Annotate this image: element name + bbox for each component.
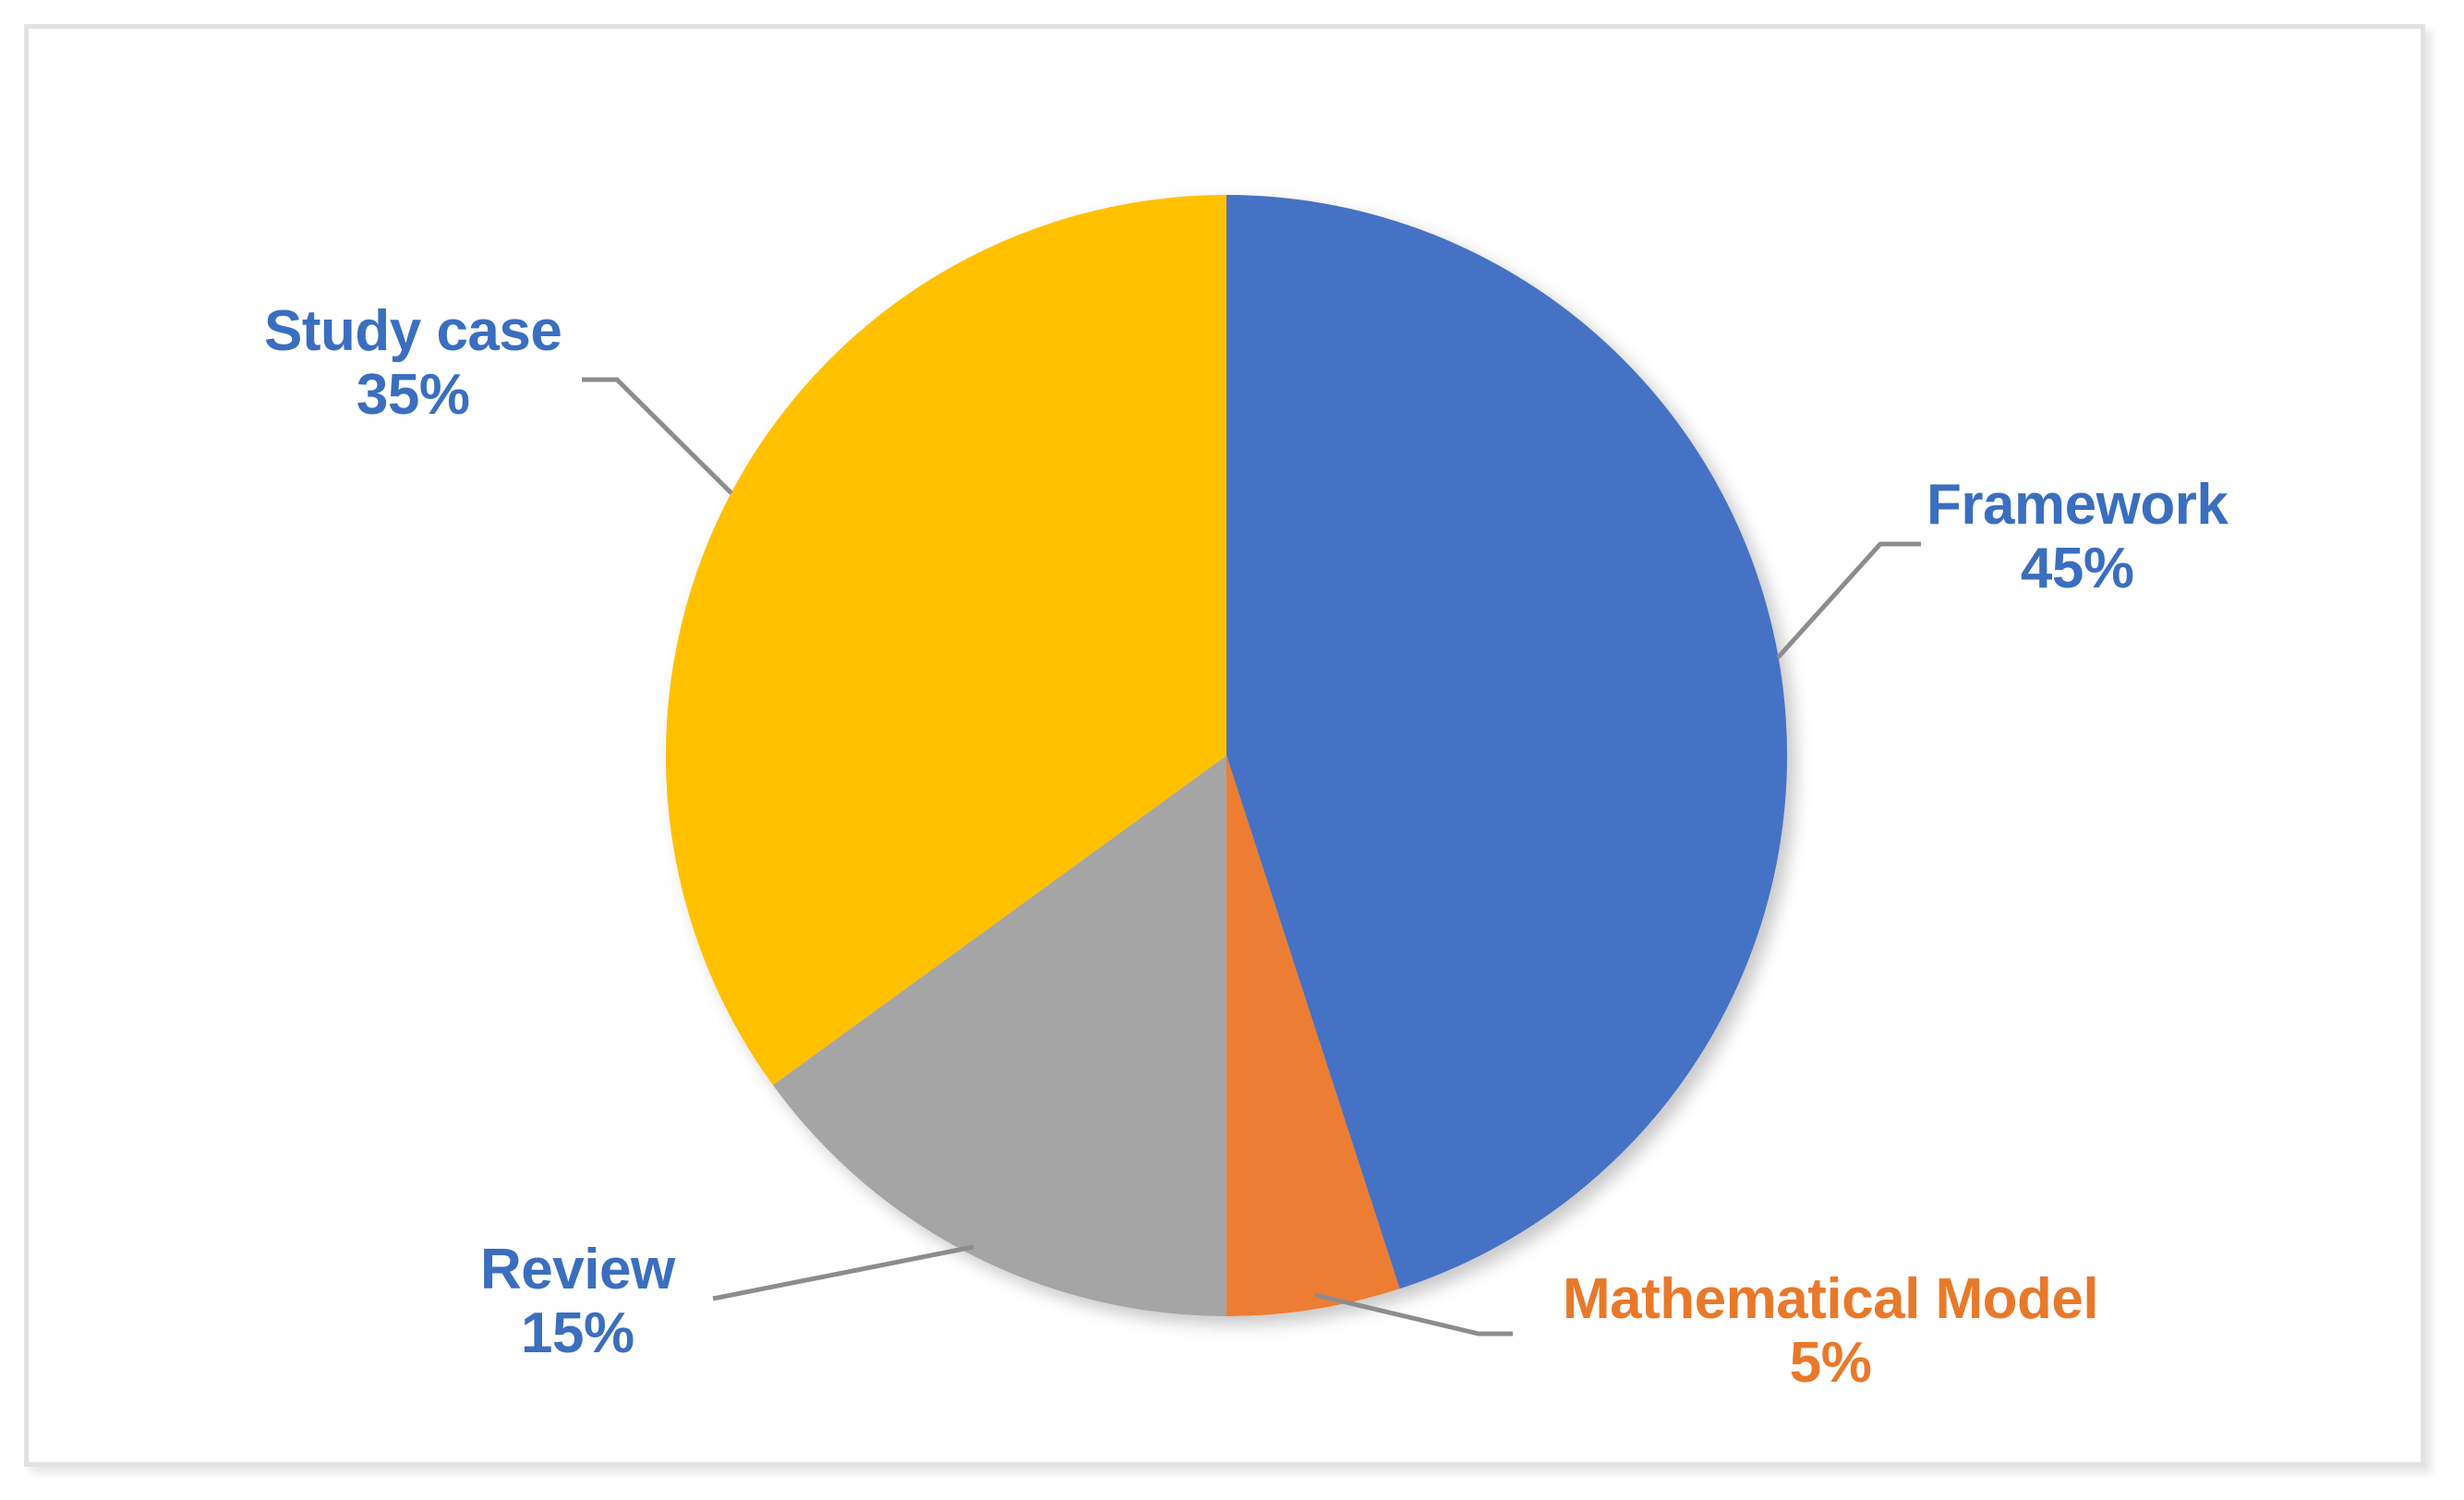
pie-slice-mathematical-model[interactable] (1226, 756, 1400, 1317)
leader-line-framework (1776, 541, 1921, 659)
leader-line-mathematical-model (1314, 1292, 1513, 1337)
pie-label-framework-value: 45% (2020, 537, 2134, 601)
pie-label-framework-name: Framework (1927, 473, 2228, 537)
pie-label-framework: Framework 45% (1927, 473, 2228, 601)
pie-label-study-case-name: Study case (264, 299, 562, 363)
pie-slice-framework[interactable] (1226, 194, 1788, 1289)
pie-label-mathematical-model: Mathematical Model 5% (1563, 1267, 2099, 1396)
leader-line-review (712, 1244, 974, 1301)
pie-slices (665, 194, 1788, 1317)
pie-label-review-value: 15% (521, 1301, 634, 1366)
pie-label-study-case-value: 35% (356, 363, 470, 428)
pie-label-review: Review 15% (480, 1238, 675, 1366)
pie-label-mathematical-model-name: Mathematical Model (1563, 1267, 2099, 1331)
leader-line-study-case (582, 377, 733, 495)
pie-label-study-case: Study case 35% (264, 299, 562, 428)
pie-slice-study-case[interactable] (665, 195, 1226, 1085)
pie-slice-review[interactable] (772, 756, 1226, 1316)
pie-label-mathematical-model-value: 5% (1789, 1331, 1872, 1396)
pie-label-review-name: Review (480, 1238, 675, 1301)
